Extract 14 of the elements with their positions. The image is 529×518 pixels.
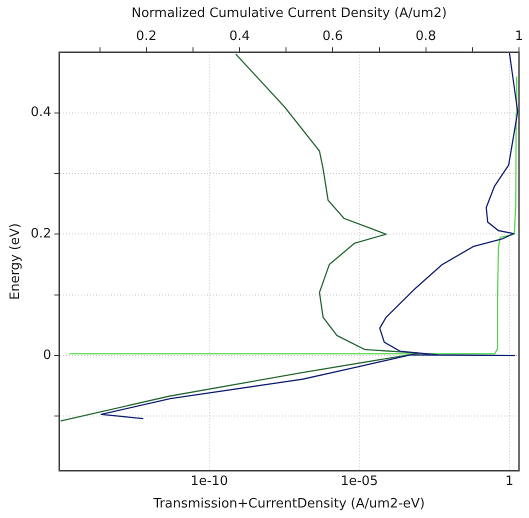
x-tick-label: 1e-05 xyxy=(340,474,378,489)
x2-tick-label: 0.2 xyxy=(136,28,157,44)
x2-tick-label: 0.8 xyxy=(416,28,436,44)
y-tick-label: 0 xyxy=(42,348,52,363)
x-tick-label: 1 xyxy=(505,474,514,489)
x-tick-label: 1e-10 xyxy=(190,474,228,489)
y-axis-title: Energy (eV) xyxy=(8,223,24,300)
x2-tick-label: 1 xyxy=(514,28,524,44)
x2-tick-label: 0.4 xyxy=(229,28,250,44)
y-tick-label: 0.4 xyxy=(30,105,52,120)
x2-tick-label: 0.6 xyxy=(322,28,344,44)
x-axis-title: Transmission+CurrentDensity (A/um2-eV) xyxy=(152,496,425,512)
x2-axis-title: Normalized Cumulative Current Density (A/um2) xyxy=(131,6,447,22)
y-tick-label: 0.2 xyxy=(30,226,52,242)
